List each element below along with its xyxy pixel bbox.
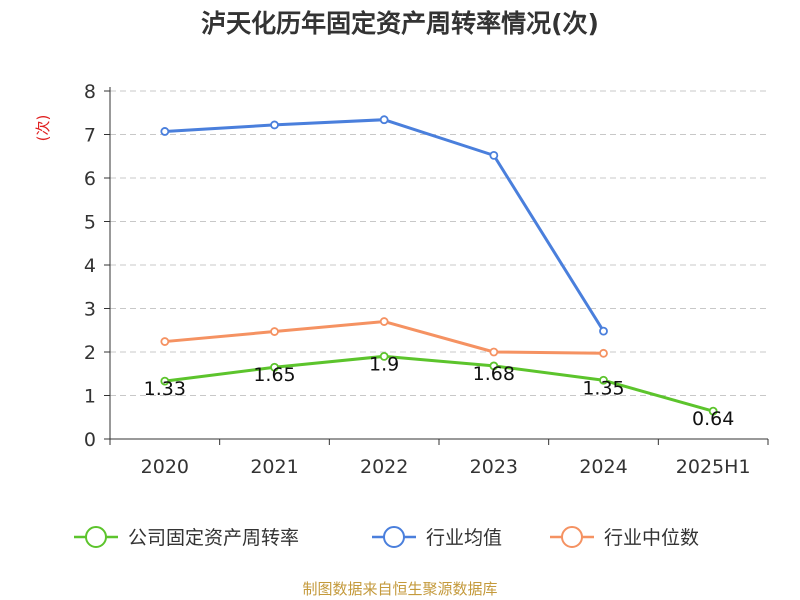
x-tick-label: 2022 [360,456,408,478]
x-tick-label: 2020 [141,456,189,478]
data-point[interactable] [379,115,389,125]
legend[interactable]: 公司固定资产周转率 行业均值 行业中位数 [74,526,699,549]
legend-item[interactable]: 行业中位数 [550,526,699,549]
data-point[interactable] [270,327,279,336]
data-label: 1.33 [144,378,186,400]
data-label: 1.68 [473,363,515,385]
y-tick-label: 2 [84,342,96,364]
axes: 0 1 2 3 4 5 6 7 8 2020 2021 2022 2023 2024 2025H1 [84,81,769,478]
x-tick-label: 2021 [250,456,298,478]
data-point[interactable] [489,347,499,357]
data-label: 1.65 [253,364,295,386]
data-label: 0.64 [692,408,734,430]
x-tick-label: 2023 [470,456,518,478]
series-layer: 1.33 1.65 1.9 1.68 1.35 0.64 [144,115,734,430]
series-line [164,354,714,413]
data-point[interactable] [708,406,718,416]
series-line [164,118,605,332]
legend-item[interactable]: 公司固定资产周转率 [74,526,299,549]
data-point[interactable] [160,337,170,346]
source-note: 制图数据来自恒生聚源数据库 [302,580,498,598]
data-label: 1.35 [582,377,624,399]
legend-label: 公司固定资产周转率 [128,527,299,549]
y-tick-label: 3 [84,299,96,321]
data-point[interactable] [379,317,389,326]
legend-label: 行业中位数 [604,527,699,549]
legend-marker-icon [85,526,107,548]
data-point[interactable] [599,375,608,385]
y-tick-label: 6 [84,168,96,190]
legend-label: 行业均值 [426,527,502,549]
data-point[interactable] [160,127,170,136]
data-point[interactable] [160,376,170,386]
data-point[interactable] [599,326,608,336]
x-tick-label: 2024 [579,456,627,478]
data-label: 1.9 [369,353,399,375]
legend-marker-icon [561,526,583,548]
data-point[interactable] [270,120,279,130]
chart-title: 泸天化历年固定资产周转率情况(次) [201,9,599,38]
legend-item[interactable]: 行业均值 [372,526,502,549]
y-axis-label: (次) [34,115,52,142]
data-point[interactable] [489,361,499,371]
data-point[interactable] [489,150,499,160]
data-point[interactable] [599,348,608,358]
series-line [164,320,604,355]
legend-marker-icon [383,526,405,548]
y-tick-label: 1 [84,386,96,408]
data-point[interactable] [379,351,389,361]
y-tick-label: 7 [84,125,96,147]
y-tick-label: 0 [84,429,96,451]
x-tick-label: 2025H1 [676,456,751,478]
y-tick-label: 8 [84,81,96,103]
y-tick-label: 5 [84,212,96,234]
y-tick-label: 4 [84,255,96,277]
data-point[interactable] [270,362,279,372]
